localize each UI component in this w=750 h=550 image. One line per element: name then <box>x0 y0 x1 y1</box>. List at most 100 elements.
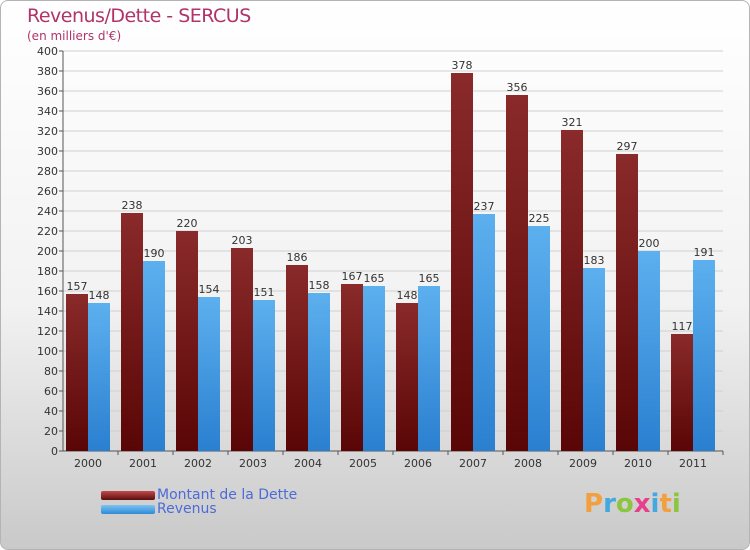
x-tick-label: 2004 <box>294 457 322 470</box>
labels-layer: 0 20 40 60 80 100 120 140 160 180 200 220 240 260 280 3… <box>37 45 715 470</box>
bar-revenue <box>473 214 495 451</box>
bar-debt <box>671 334 693 451</box>
x-tick-label: 2007 <box>459 457 487 470</box>
y-tick-label: 200 <box>37 245 58 258</box>
data-label-debt: 203 <box>232 234 253 247</box>
y-tick-label: 280 <box>37 165 58 178</box>
y-tick-label: 100 <box>37 345 58 358</box>
legend: Montant de la Dette Revenus <box>101 487 297 517</box>
legend-swatch-revenue <box>101 504 155 514</box>
bar-revenue <box>583 268 605 451</box>
y-tick-label: 140 <box>37 305 58 318</box>
chart-title: Revenus/Dette - SERCUS <box>27 5 251 27</box>
y-tick-label: 20 <box>44 425 58 438</box>
bar-revenue <box>418 286 440 451</box>
grid-layer <box>59 50 724 455</box>
bar-revenue <box>308 293 330 451</box>
y-tick-label: 60 <box>44 385 58 398</box>
y-tick-label: 260 <box>37 185 58 198</box>
proxiti-logo: Proxiti <box>584 489 681 519</box>
data-label-revenue: 165 <box>364 272 385 285</box>
y-tick-label: 340 <box>37 105 58 118</box>
bar-revenue <box>363 286 385 451</box>
data-label-revenue: 190 <box>144 247 165 260</box>
logo-letter: x <box>633 489 651 519</box>
y-tick-label: 0 <box>51 445 58 458</box>
data-label-revenue: 191 <box>694 246 715 259</box>
bar-revenue <box>638 251 660 451</box>
bars-layer <box>66 73 715 451</box>
data-label-debt: 238 <box>122 199 143 212</box>
bar-debt <box>616 154 638 451</box>
bar-debt <box>176 231 198 451</box>
y-tick-label: 80 <box>44 365 58 378</box>
x-tick-label: 2009 <box>569 457 597 470</box>
y-tick-label: 380 <box>37 65 58 78</box>
bar-revenue <box>253 300 275 451</box>
x-tick-label: 2006 <box>404 457 432 470</box>
bar-debt <box>286 265 308 451</box>
data-label-debt: 148 <box>397 289 418 302</box>
bar-debt <box>231 248 253 451</box>
data-label-debt: 157 <box>67 280 88 293</box>
legend-item-revenue: Revenus <box>101 501 297 517</box>
logo-letter: i <box>671 489 681 519</box>
y-tick-label: 160 <box>37 285 58 298</box>
y-tick-label: 180 <box>37 265 58 278</box>
y-tick-label: 300 <box>37 145 58 158</box>
data-label-debt: 297 <box>617 140 638 153</box>
bar-debt <box>396 303 418 451</box>
y-tick-label: 220 <box>37 225 58 238</box>
data-label-revenue: 148 <box>89 289 110 302</box>
bar-revenue <box>528 226 550 451</box>
data-label-debt: 117 <box>672 320 693 333</box>
bar-revenue <box>143 261 165 451</box>
x-tick-label: 2010 <box>624 457 652 470</box>
data-label-revenue: 225 <box>529 212 550 225</box>
legend-swatch-debt <box>101 490 155 500</box>
x-tick-label: 2002 <box>184 457 212 470</box>
bar-revenue <box>88 303 110 451</box>
data-label-revenue: 200 <box>639 237 660 250</box>
data-label-debt: 356 <box>507 81 528 94</box>
bar-debt <box>341 284 363 451</box>
data-label-debt: 167 <box>342 270 363 283</box>
data-label-debt: 378 <box>452 59 473 72</box>
chart-subtitle: (en milliers d'€) <box>27 29 122 43</box>
data-label-revenue: 158 <box>309 279 330 292</box>
data-label-revenue: 154 <box>199 283 220 296</box>
data-label-debt: 220 <box>177 217 198 230</box>
x-tick-label: 2000 <box>74 457 102 470</box>
bar-debt <box>121 213 143 451</box>
bar-revenue <box>198 297 220 451</box>
data-label-revenue: 237 <box>474 200 495 213</box>
bar-debt <box>506 95 528 451</box>
x-tick-label: 2005 <box>349 457 377 470</box>
data-label-debt: 321 <box>562 116 583 129</box>
y-tick-label: 40 <box>44 405 58 418</box>
bar-debt <box>66 294 88 451</box>
data-label-revenue: 183 <box>584 254 605 267</box>
data-label-debt: 186 <box>287 251 308 264</box>
x-tick-label: 2008 <box>514 457 542 470</box>
bar-debt <box>451 73 473 451</box>
data-label-revenue: 165 <box>419 272 440 285</box>
x-tick-label: 2001 <box>129 457 157 470</box>
logo-letter: P <box>584 489 604 519</box>
legend-label-revenue: Revenus <box>157 501 217 517</box>
logo-letter: t <box>659 489 672 519</box>
logo-letter: r <box>603 489 616 519</box>
y-tick-label: 400 <box>37 45 58 58</box>
legend-label-debt: Montant de la Dette <box>157 487 298 503</box>
x-tick-label: 2011 <box>679 457 707 470</box>
bar-debt <box>561 130 583 451</box>
y-tick-label: 120 <box>37 325 58 338</box>
y-tick-label: 320 <box>37 125 58 138</box>
y-tick-label: 240 <box>37 205 58 218</box>
y-tick-label: 360 <box>37 85 58 98</box>
legend-item-debt: Montant de la Dette <box>101 487 297 503</box>
x-tick-label: 2003 <box>239 457 267 470</box>
data-label-revenue: 151 <box>254 286 275 299</box>
